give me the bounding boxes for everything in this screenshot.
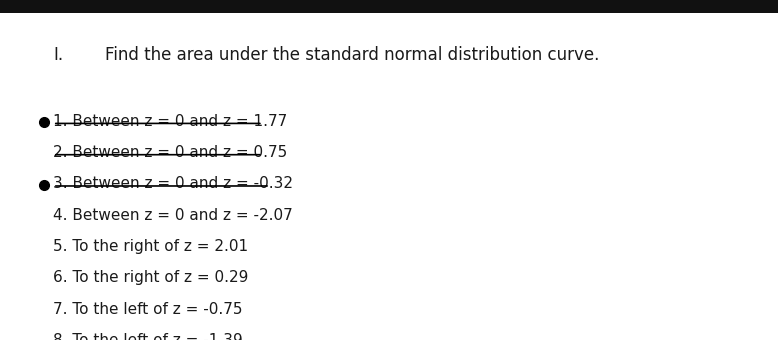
Text: 2. Between z = 0 and z = 0.75: 2. Between z = 0 and z = 0.75 bbox=[53, 145, 287, 160]
Text: Find the area under the standard normal distribution curve.: Find the area under the standard normal … bbox=[105, 46, 599, 64]
Text: 3. Between z = 0 and z = -0.32: 3. Between z = 0 and z = -0.32 bbox=[53, 176, 293, 191]
Text: 7. To the left of z = -0.75: 7. To the left of z = -0.75 bbox=[53, 302, 243, 317]
Text: I.: I. bbox=[53, 46, 63, 64]
Text: 5. To the right of z = 2.01: 5. To the right of z = 2.01 bbox=[53, 239, 248, 254]
Text: 4. Between z = 0 and z = -2.07: 4. Between z = 0 and z = -2.07 bbox=[53, 208, 293, 223]
Text: 6. To the right of z = 0.29: 6. To the right of z = 0.29 bbox=[53, 270, 248, 285]
Text: 8. To the left of z = -1.39: 8. To the left of z = -1.39 bbox=[53, 333, 243, 340]
Text: 1. Between z = 0 and z = 1.77: 1. Between z = 0 and z = 1.77 bbox=[53, 114, 287, 129]
